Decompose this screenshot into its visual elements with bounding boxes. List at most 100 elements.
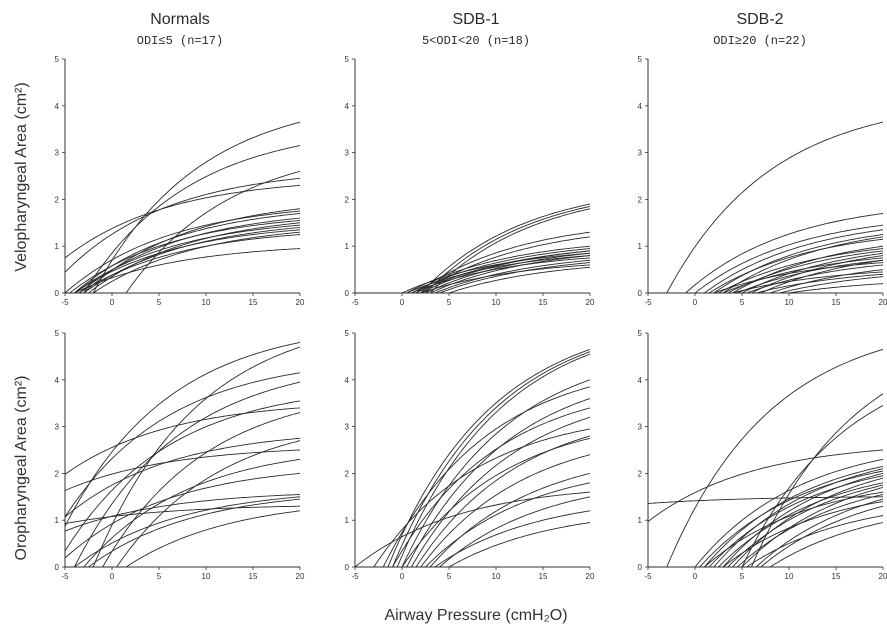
axis-frame-velopharyngeal-sdb1 xyxy=(354,59,590,294)
x-tick-label-velopharyngeal-sdb1: 15 xyxy=(539,298,548,307)
x-tick-label-velopharyngeal-sdb2: 20 xyxy=(879,298,887,307)
series-line-oropharyngeal-normals-14 xyxy=(65,496,301,568)
y-tick-label-oropharyngeal-sdb1: 0 xyxy=(345,563,350,572)
x-tick-label-oropharyngeal-normals: 10 xyxy=(202,572,211,581)
x-tick-label-oropharyngeal-sdb1: 5 xyxy=(447,572,452,581)
column-subtitle-sdb2: ODI≥20 (n=22) xyxy=(713,34,807,48)
y-tick-label-velopharyngeal-sdb2: 1 xyxy=(638,242,643,251)
series-line-velopharyngeal-sdb1-4 xyxy=(355,231,591,294)
series-line-oropharyngeal-sdb1-18 xyxy=(355,522,591,568)
x-tick-label-oropharyngeal-sdb2: 15 xyxy=(832,572,841,581)
series-line-velopharyngeal-normals-16 xyxy=(65,234,301,294)
series-line-oropharyngeal-normals-8 xyxy=(64,437,301,518)
y-tick-label-oropharyngeal-sdb1: 1 xyxy=(345,516,350,525)
x-tick-label-velopharyngeal-normals: 15 xyxy=(249,298,258,307)
series-line-velopharyngeal-normals-8 xyxy=(65,212,301,294)
y-tick-label-oropharyngeal-sdb2: 2 xyxy=(638,469,643,478)
series-line-oropharyngeal-sdb2-19 xyxy=(648,501,884,568)
y-tick-label-velopharyngeal-sdb2: 2 xyxy=(638,195,643,204)
x-tick-label-velopharyngeal-sdb2: 0 xyxy=(693,298,698,307)
series-line-oropharyngeal-normals-7 xyxy=(65,412,301,568)
x-tick-label-velopharyngeal-normals: 10 xyxy=(202,298,211,307)
series-line-velopharyngeal-sdb1-16 xyxy=(355,262,591,294)
series-line-oropharyngeal-sdb1-3 xyxy=(355,353,591,568)
y-tick-label-velopharyngeal-normals: 5 xyxy=(55,55,60,64)
series-line-oropharyngeal-normals-1 xyxy=(64,341,301,527)
series-line-velopharyngeal-sdb2-22 xyxy=(648,283,884,294)
series-line-oropharyngeal-normals-4 xyxy=(65,381,301,568)
x-tick-label-velopharyngeal-sdb1: -5 xyxy=(351,298,359,307)
series-line-velopharyngeal-normals-11 xyxy=(65,222,301,294)
x-tick-label-oropharyngeal-sdb2: 20 xyxy=(879,572,887,581)
y-tick-label-velopharyngeal-sdb1: 2 xyxy=(345,195,350,204)
y-tick-label-oropharyngeal-sdb2: 1 xyxy=(638,516,643,525)
x-tick-label-velopharyngeal-normals: 5 xyxy=(157,298,162,307)
series-line-velopharyngeal-normals-3 xyxy=(65,170,301,294)
series-line-oropharyngeal-sdb1-2 xyxy=(355,351,591,568)
y-tick-label-velopharyngeal-sdb1: 3 xyxy=(345,149,350,158)
x-tick-label-velopharyngeal-normals: -5 xyxy=(61,298,69,307)
series-line-oropharyngeal-sdb2-3 xyxy=(648,405,884,568)
x-tick-label-velopharyngeal-sdb2: -5 xyxy=(644,298,652,307)
series-line-oropharyngeal-normals-12 xyxy=(64,472,301,559)
y-tick-label-velopharyngeal-normals: 0 xyxy=(55,289,60,298)
column-title-sdb2: SDB-2 xyxy=(736,11,783,28)
x-tick-label-velopharyngeal-normals: 20 xyxy=(296,298,305,307)
series-line-velopharyngeal-normals-2 xyxy=(65,145,301,294)
x-tick-label-velopharyngeal-sdb2: 5 xyxy=(740,298,745,307)
x-tick-label-oropharyngeal-sdb2: 10 xyxy=(785,572,794,581)
x-tick-label-oropharyngeal-sdb1: -5 xyxy=(351,572,359,581)
series-line-velopharyngeal-normals-10 xyxy=(65,220,301,294)
series-line-oropharyngeal-normals-2 xyxy=(65,346,301,568)
series-line-velopharyngeal-normals-4 xyxy=(64,177,301,273)
y-tick-label-oropharyngeal-sdb2: 0 xyxy=(638,563,643,572)
series-line-oropharyngeal-sdb1-15 xyxy=(354,491,591,568)
x-tick-label-oropharyngeal-sdb1: 10 xyxy=(492,572,501,581)
axis-frame-velopharyngeal-sdb2 xyxy=(647,59,883,294)
x-tick-label-oropharyngeal-normals: -5 xyxy=(61,572,69,581)
y-tick-label-oropharyngeal-normals: 0 xyxy=(55,563,60,572)
y-tick-label-oropharyngeal-sdb1: 4 xyxy=(345,376,350,385)
x-tick-label-velopharyngeal-sdb2: 15 xyxy=(832,298,841,307)
series-line-oropharyngeal-normals-13 xyxy=(64,494,301,532)
series-line-oropharyngeal-sdb2-22 xyxy=(648,522,884,568)
y-tick-label-oropharyngeal-normals: 4 xyxy=(55,376,60,385)
series-line-oropharyngeal-normals-16 xyxy=(64,505,300,525)
x-tick-label-oropharyngeal-normals: 0 xyxy=(110,572,115,581)
series-line-oropharyngeal-normals-15 xyxy=(65,498,301,568)
axis-frame-oropharyngeal-sdb1 xyxy=(354,333,590,568)
x-tick-label-oropharyngeal-normals: 15 xyxy=(249,572,258,581)
series-line-velopharyngeal-normals-6 xyxy=(65,208,301,294)
column-title-normals: Normals xyxy=(150,11,210,28)
series-line-velopharyngeal-sdb1-18 xyxy=(355,266,591,294)
axis-frame-velopharyngeal-normals xyxy=(64,59,300,294)
y-tick-label-velopharyngeal-sdb2: 3 xyxy=(638,149,643,158)
axis-frame-oropharyngeal-normals xyxy=(64,333,300,568)
series-line-velopharyngeal-sdb1-11 xyxy=(355,252,591,294)
x-tick-label-oropharyngeal-sdb1: 20 xyxy=(586,572,595,581)
y-tick-label-oropharyngeal-sdb1: 3 xyxy=(345,423,350,432)
y-tick-label-velopharyngeal-sdb2: 4 xyxy=(638,102,643,111)
x-axis-title: Airway Pressure (cmH₂O) xyxy=(384,607,567,624)
x-tick-label-oropharyngeal-sdb2: -5 xyxy=(644,572,652,581)
y-tick-label-velopharyngeal-normals: 2 xyxy=(55,195,60,204)
y-tick-label-oropharyngeal-sdb1: 5 xyxy=(345,329,350,338)
y-tick-label-velopharyngeal-normals: 3 xyxy=(55,149,60,158)
x-tick-label-oropharyngeal-normals: 5 xyxy=(157,572,162,581)
x-tick-label-oropharyngeal-sdb1: 0 xyxy=(400,572,405,581)
series-line-velopharyngeal-sdb2-20 xyxy=(648,273,884,294)
series-line-oropharyngeal-normals-6 xyxy=(64,407,301,475)
series-line-oropharyngeal-normals-3 xyxy=(64,372,301,518)
series-line-velopharyngeal-normals-1 xyxy=(65,121,301,294)
x-tick-label-velopharyngeal-sdb1: 5 xyxy=(447,298,452,307)
y-tick-label-oropharyngeal-normals: 1 xyxy=(55,516,60,525)
y-tick-label-oropharyngeal-sdb1: 2 xyxy=(345,469,350,478)
x-tick-label-oropharyngeal-normals: 20 xyxy=(296,572,305,581)
x-tick-label-velopharyngeal-sdb1: 10 xyxy=(492,298,501,307)
series-line-velopharyngeal-sdb2-2 xyxy=(648,212,884,294)
